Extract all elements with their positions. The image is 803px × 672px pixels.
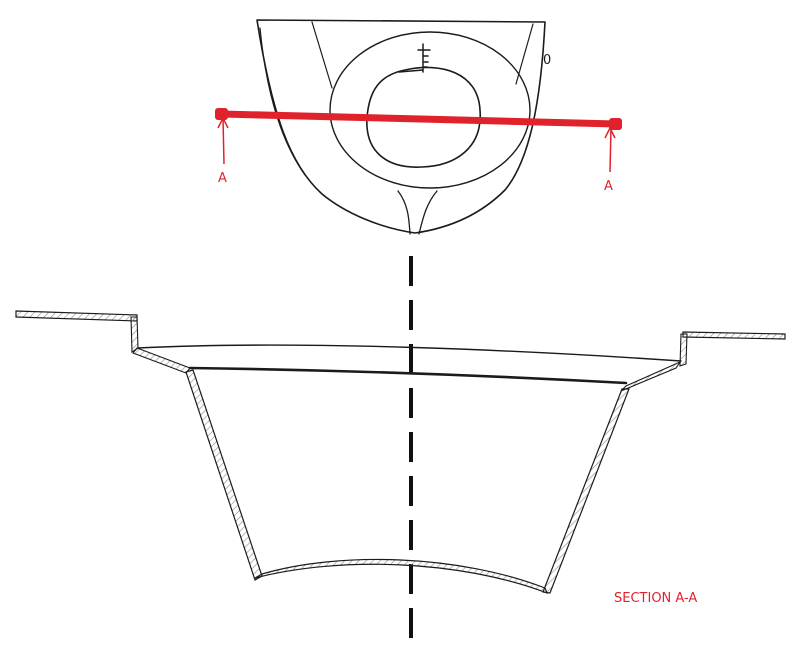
basin-bottom: [254, 558, 549, 595]
plan-mark-label: 0: [543, 53, 551, 68]
plan-drain-channel: [397, 190, 438, 235]
basin-level-line: [188, 366, 628, 385]
plan-outline-inner-left: [259, 27, 306, 176]
plan-outline: [256, 19, 546, 234]
plan-outer-ring: [329, 31, 531, 189]
section-view: [15, 310, 786, 595]
basin-wall-left: [185, 369, 263, 581]
plan-view: 0: [256, 19, 551, 235]
cut-line-end-right: [609, 118, 622, 130]
cut-label-right: A: [604, 179, 613, 194]
counter-ledge-left: [15, 310, 138, 322]
basin-wall-right: [542, 388, 630, 594]
cut-arrow-right: [604, 126, 616, 173]
rim-step-right: [679, 333, 688, 367]
section-title: SECTION A-A: [614, 591, 697, 606]
rim-step-left: [130, 316, 139, 354]
counter-ledge-right: [682, 331, 786, 340]
cut-line-end-left: [215, 108, 228, 120]
plan-spout-mark: [398, 43, 431, 73]
cut-arrow-left: [217, 116, 229, 165]
cut-line-bar: [218, 110, 620, 128]
rim-flange-left: [132, 347, 191, 374]
cut-label-left: A: [218, 171, 227, 186]
rim-top-line: [137, 344, 682, 362]
section-cut-line: A A: [215, 108, 622, 194]
plan-diagonal-left: [311, 21, 333, 89]
rim-flange-right: [620, 360, 682, 392]
plan-inner-opening: [366, 66, 481, 168]
